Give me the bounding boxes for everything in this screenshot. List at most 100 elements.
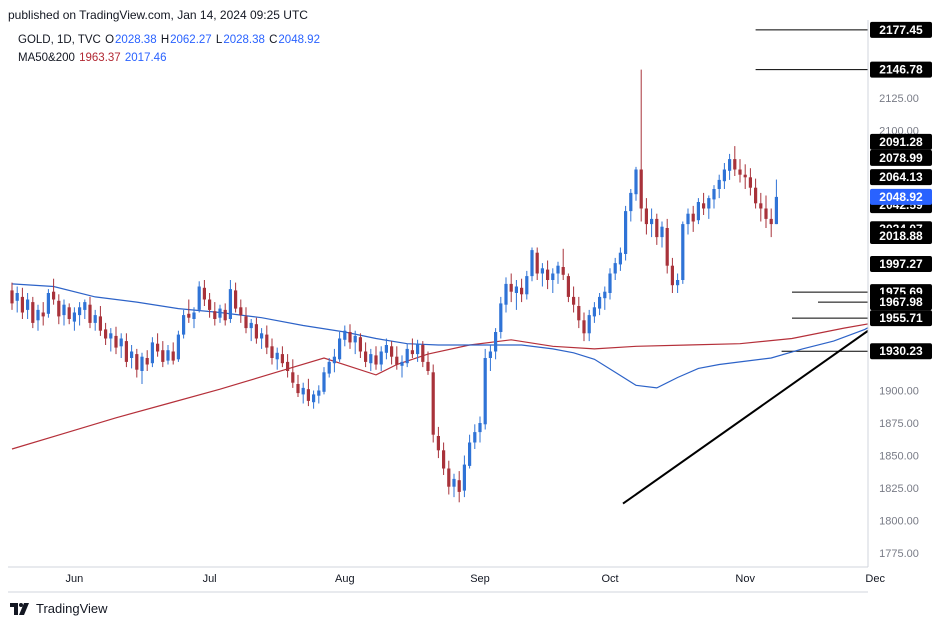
candle	[421, 341, 425, 368]
level-tag-label: 2064.13	[879, 170, 923, 184]
level-tag	[870, 169, 932, 186]
candle-body	[312, 394, 316, 403]
level-tag	[870, 21, 932, 38]
tradingview-logo[interactable]: TradingView	[10, 601, 108, 616]
candle-body	[384, 345, 388, 353]
candle-body	[457, 480, 461, 492]
candle	[20, 287, 24, 319]
candle	[431, 364, 435, 443]
candle-body	[291, 372, 295, 383]
candle	[202, 280, 206, 306]
candle	[566, 273, 570, 303]
candle-body	[62, 304, 66, 316]
candle	[748, 168, 752, 196]
y-tick-label: 1900.00	[879, 386, 919, 398]
current-price-tag[interactable]	[870, 188, 932, 205]
candle	[457, 471, 461, 503]
candle	[46, 289, 50, 318]
candle	[348, 324, 352, 349]
candle	[436, 426, 440, 459]
candle	[150, 337, 154, 368]
candle	[192, 307, 196, 329]
candle	[447, 460, 451, 495]
candle	[603, 286, 607, 310]
candle-body	[488, 351, 492, 358]
candle-body	[728, 159, 732, 171]
candle	[499, 296, 503, 339]
candle-body	[613, 263, 617, 274]
candle	[52, 278, 56, 305]
price-axis[interactable]: 1775.00 1800.00 1825.00 1850.00 1875.00 1900.…	[867, 20, 939, 567]
candle-body	[280, 354, 284, 364]
candle-body	[301, 387, 305, 395]
candle-body	[182, 315, 186, 335]
candle-body	[364, 351, 368, 362]
candle	[114, 326, 118, 355]
candle	[405, 343, 409, 368]
candle-body	[124, 341, 128, 362]
candle-body	[306, 389, 310, 401]
candle	[338, 332, 342, 362]
candle	[306, 378, 310, 407]
candle	[717, 174, 721, 199]
candle-body	[52, 291, 56, 300]
level-tag-label: 1955.71	[879, 311, 923, 325]
candle	[551, 268, 555, 293]
candle-body	[416, 343, 420, 355]
level-tag-label: 2146.78	[879, 63, 923, 77]
candle	[613, 257, 617, 280]
candle-body	[57, 300, 61, 317]
candle-body	[130, 351, 134, 358]
time-axis[interactable]: JunJulAugSepOctNovDec2024	[8, 566, 939, 593]
candle	[332, 348, 336, 373]
candle-body	[270, 346, 274, 358]
symbol-legend[interactable]: GOLD, 1D, TVC O2028.38 H2062.27 L2028.38…	[18, 34, 321, 46]
candlesticks	[10, 69, 778, 503]
candle-body	[187, 313, 191, 318]
candle-body	[452, 478, 456, 487]
candle	[650, 208, 654, 238]
candle	[442, 442, 446, 475]
candle	[587, 309, 591, 342]
candle	[197, 281, 201, 313]
candle-body	[286, 361, 290, 371]
x-tick-label: Dec	[865, 573, 885, 585]
candle	[104, 322, 108, 345]
candle-body	[681, 224, 685, 280]
candle	[166, 345, 170, 365]
candle-body	[733, 159, 737, 170]
ma200-line	[11, 313, 939, 450]
candle	[26, 293, 30, 319]
candle-body	[208, 299, 212, 310]
candle	[764, 195, 768, 228]
candle	[686, 208, 690, 235]
candle-body	[202, 287, 206, 300]
candle	[691, 205, 695, 232]
candle-body	[691, 213, 695, 222]
candle-body	[540, 268, 544, 274]
candle	[317, 385, 321, 404]
candle-body	[166, 350, 170, 361]
level-tag	[870, 149, 932, 166]
ma-legend[interactable]: MA50&200 1963.37 2017.46	[18, 52, 167, 64]
candle	[83, 299, 87, 319]
candle-body	[135, 354, 139, 370]
candle	[296, 374, 300, 397]
candle	[665, 218, 669, 274]
candle-body	[114, 335, 118, 348]
candle-body	[608, 273, 612, 293]
open-value: 2028.38	[115, 34, 157, 46]
candle-body	[421, 345, 425, 362]
candle	[135, 348, 139, 378]
candle	[743, 164, 747, 189]
candle	[130, 345, 134, 369]
candle	[400, 355, 404, 378]
trendline-support[interactable]	[622, 164, 939, 505]
candle	[176, 330, 180, 362]
candle-body	[468, 442, 472, 466]
candle	[592, 302, 596, 323]
candle-body	[670, 265, 674, 286]
candle	[774, 179, 778, 225]
candle-body	[665, 228, 669, 266]
